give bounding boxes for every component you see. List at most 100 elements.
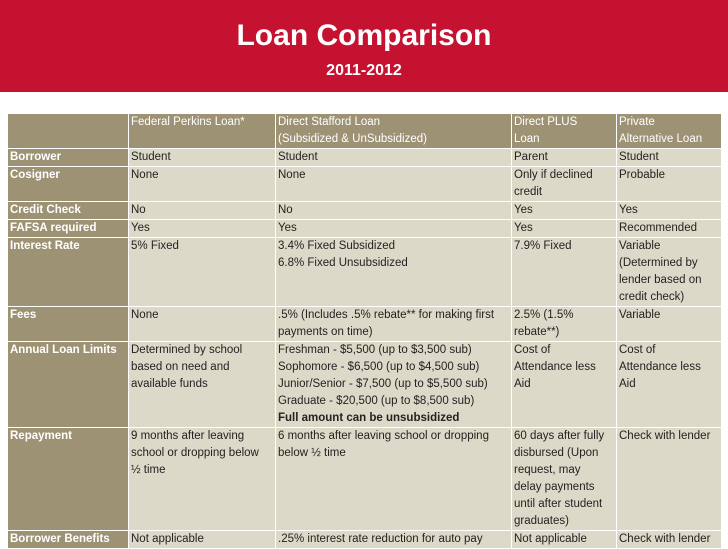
table-header-row: Federal Perkins Loan* Direct Stafford Loa… (7, 113, 722, 149)
row-label-text: Repayment (10, 430, 72, 442)
table-row: Credit Check No No Yes Yes (7, 201, 722, 220)
table-cell: None (275, 166, 512, 202)
cell-text: rebate**) (514, 326, 560, 338)
table-row: FAFSA required Yes Yes Yes Recommended (7, 219, 722, 238)
table-cell: Yes (616, 201, 722, 220)
cell-text: school or dropping below (131, 447, 259, 459)
cell-text: (Determined by (619, 257, 698, 269)
column-header: Direct Stafford Loan (Subsidized & UnSubs… (275, 113, 512, 149)
cell-text: Junior/Senior - $7,500 (up to $5,500 sub… (278, 378, 488, 390)
cell-text: Check with lender (619, 430, 711, 442)
loan-comparison-table: Federal Perkins Loan* Direct Stafford Loa… (7, 113, 722, 549)
table-cell: Determined by school based on need and ava… (128, 341, 276, 428)
table-cell: Cost of Attendance less Aid (511, 341, 617, 428)
column-header-text: Federal Perkins Loan* (131, 116, 245, 128)
row-label-text: Borrower (10, 151, 62, 163)
table-cell: 5% Fixed (128, 237, 276, 307)
cell-text: Variable (619, 240, 661, 252)
column-header-text: Alternative Loan (619, 133, 703, 145)
title-banner: Loan Comparison 2011-2012 (0, 0, 728, 92)
table-cell: Variable (616, 306, 722, 342)
row-label: Fees (7, 306, 129, 342)
table-cell: Yes (275, 219, 512, 238)
cell-note: Full amount can be unsubsidized (278, 412, 460, 424)
cell-text: 7.9% Fixed (514, 240, 572, 252)
table-cell: .5% (Includes .5% rebate** for making fi… (275, 306, 512, 342)
cell-text: .5% (Includes .5% rebate** for making fi… (278, 309, 495, 321)
cell-text: No (131, 204, 146, 216)
cell-text: Determined by school (131, 344, 243, 356)
table-cell: None (128, 166, 276, 202)
cell-text: Variable (619, 309, 661, 321)
cell-text: Student (131, 151, 171, 163)
cell-text: until after student (514, 498, 603, 510)
table-cell: 2.5% (1.5% rebate**) (511, 306, 617, 342)
table-row: Interest Rate 5% Fixed 3.4% Fixed Subsidiz… (7, 237, 722, 307)
column-header-text: Direct Stafford Loan (278, 116, 381, 128)
cell-text: Probable (619, 169, 666, 181)
table-cell: Probable (616, 166, 722, 202)
column-header-text: Private (619, 116, 655, 128)
table-cell: 9 months after leaving school or dropping… (128, 427, 276, 531)
cell-text: 9 months after leaving (131, 430, 245, 442)
row-label-text: FAFSA required (10, 222, 97, 234)
cell-text: lender based on (619, 274, 702, 286)
page-subtitle: 2011-2012 (326, 62, 402, 79)
cell-text: None (278, 169, 306, 181)
column-header: Private Alternative Loan (616, 113, 722, 149)
table-cell: No (128, 201, 276, 220)
cell-text: No (278, 204, 293, 216)
table-cell: .25% interest rate reduction for auto pa… (275, 530, 512, 549)
cell-text: 2.5% (1.5% (514, 309, 574, 321)
cell-text: delay payments (514, 481, 595, 493)
row-label-text: Interest Rate (10, 240, 80, 252)
table-cell: Not applicable (128, 530, 276, 549)
cell-text: 3.4% Fixed Subsidized (278, 240, 395, 252)
column-header-text: Loan (514, 133, 540, 145)
cell-text: Aid (619, 378, 636, 390)
table-row: Borrower Student Student Parent Student (7, 148, 722, 167)
cell-text: ½ time (131, 464, 166, 476)
cell-text: Freshman - $5,500 (up to $3,500 sub) (278, 344, 472, 356)
row-label: Annual Loan Limits (7, 341, 129, 428)
row-label: Borrower (7, 148, 129, 167)
table-cell: Student (128, 148, 276, 167)
table-cell: 60 days after fully disbursed (Upon reques… (511, 427, 617, 531)
cell-text: Check with lender (619, 533, 711, 545)
table-row: Fees None .5% (Includes .5% rebate** for m… (7, 306, 722, 342)
column-header: Direct PLUS Loan (511, 113, 617, 149)
column-header-text: (Subsidized & UnSubsidized) (278, 133, 427, 145)
row-label-text: Cosigner (10, 169, 60, 181)
cell-text: Yes (278, 222, 297, 234)
cell-text: available funds (131, 378, 208, 390)
cell-text: Yes (514, 222, 533, 234)
table-cell: Recommended (616, 219, 722, 238)
cell-text: 6 months after leaving school or droppin… (278, 430, 489, 442)
table-cell: Student (275, 148, 512, 167)
cell-text: .25% interest rate reduction for auto pa… (278, 533, 483, 545)
table-cell: Parent (511, 148, 617, 167)
row-label: FAFSA required (7, 219, 129, 238)
cell-text: 6.8% Fixed Unsubsidized (278, 257, 408, 269)
table-cell: 3.4% Fixed Subsidized 6.8% Fixed Unsubsid… (275, 237, 512, 307)
table-cell: Yes (511, 201, 617, 220)
cell-text: Attendance less (514, 361, 596, 373)
cell-text: Graduate - $20,500 (up to $8,500 sub) (278, 395, 475, 407)
column-header: Federal Perkins Loan* (128, 113, 276, 149)
cell-text: Only if declined (514, 169, 593, 181)
page-title: Loan Comparison (236, 19, 492, 52)
cell-text: Parent (514, 151, 548, 163)
cell-text: credit (514, 186, 543, 198)
table-row: Annual Loan Limits Determined by school ba… (7, 341, 722, 428)
table-cell: None (128, 306, 276, 342)
table-cell: No (275, 201, 512, 220)
row-label-text: Borrower Benefits (10, 533, 110, 545)
cell-text: 60 days after fully (514, 430, 605, 442)
table-cell: Student (616, 148, 722, 167)
table-cell: Freshman - $5,500 (up to $3,500 sub) Soph… (275, 341, 512, 428)
cell-text: Not applicable (514, 533, 587, 545)
table-cell: Only if declined credit (511, 166, 617, 202)
column-header-text: Direct PLUS (514, 116, 578, 128)
table-cell: Check with lender (616, 427, 722, 531)
cell-text: Cost of (619, 344, 656, 356)
